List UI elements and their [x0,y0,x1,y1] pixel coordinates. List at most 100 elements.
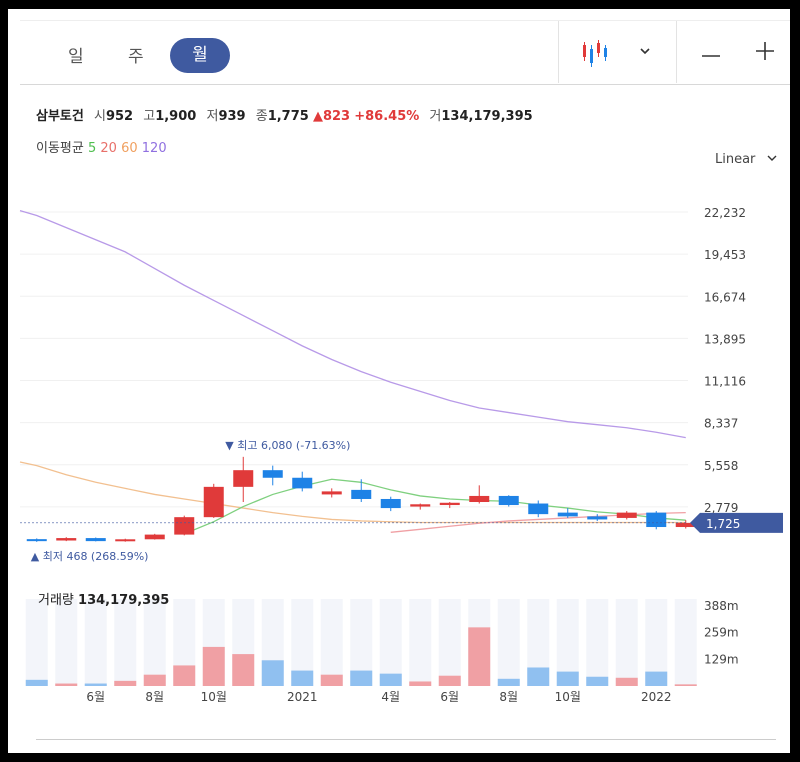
ma-60[interactable]: 60 [121,141,138,156]
volume-title: 거래량 [38,593,74,608]
current-price-badge [690,512,783,533]
volume-bg-column [350,599,373,686]
volume-bg-column [55,599,78,686]
ma-120[interactable]: 120 [141,141,167,156]
volume-bar [497,678,520,686]
open-label: 시 [93,109,106,124]
x-tick-label: 8월 [499,690,518,704]
scale-selector[interactable]: Linear [715,152,778,167]
change-value: ▲823 [312,109,351,124]
volume-bar [55,683,78,686]
chevron-down-icon[interactable] [638,43,652,57]
volume-label: 거 [429,109,442,124]
volume-bg-column [25,599,48,686]
stock-name: 삼부토건 [36,109,84,124]
high-label: 고 [143,109,156,124]
zoom-in-button[interactable] [754,40,776,62]
volume-bar [114,680,137,686]
volume-bar [379,673,402,686]
candle-body [587,516,608,520]
candle-body [292,477,313,489]
candle-body [144,534,165,540]
price-summary: 삼부토건 시952 고1,900 저939 종1,775 ▲823 +86.45… [36,105,533,124]
min-annotation: ▲ 최저 468 (268.59%) [31,550,149,563]
price-chart: 22,232 19,453 16,674 13,895 11,116 8,337 5,558… [19,206,783,704]
candle-body [675,522,696,528]
volume-bg-column [143,599,166,686]
volume-bg-column [438,599,461,686]
ma-20[interactable]: 20 [100,141,117,156]
volume-bg-column [615,599,638,686]
divider [36,739,776,740]
x-tick-label: 2021 [287,690,318,704]
ma-5[interactable]: 5 [87,141,97,156]
candle-body [528,503,549,515]
toolbar: 일 주 월 [20,20,790,85]
change-percent: +86.45% [354,109,420,124]
candle-body [203,486,224,518]
volume-bar [645,671,668,686]
ma-label: 이동평균 [36,141,84,156]
volume-bg-column [586,599,609,686]
candle-body [115,539,136,542]
close-label: 종 [255,109,268,124]
volume-bar [409,681,432,686]
zoom-out-button[interactable] [700,47,722,59]
candle-body [646,512,667,528]
volume-bar [261,660,284,686]
price-tick-label: 2,779 [704,501,738,515]
tab-week[interactable]: 주 [128,47,144,67]
price-tick-label: 16,674 [704,290,746,304]
volume-tick-label: 259m [704,626,739,640]
volume-value: 134,179,395 [441,109,533,124]
volume-bg-column [645,599,668,686]
price-tick-label: 13,895 [704,332,746,346]
tab-month[interactable]: 월 [170,38,230,73]
volume-bar [173,665,196,686]
tab-day[interactable]: 일 [68,47,84,67]
current-price-label: 1,725 [706,517,740,531]
volume-bg-column [527,599,550,686]
volume-bg-column [84,599,107,686]
candle-body [351,489,372,499]
ma120-line [19,210,686,439]
candle-body [26,539,47,542]
volume-bg-column [674,599,697,686]
low-value: 939 [218,109,246,124]
candlestick-icon[interactable] [580,39,610,69]
volume-bar [320,674,343,686]
candle-body [498,495,519,506]
volume-bg-column [556,599,579,686]
volume-bar [468,627,491,686]
x-tick-label: 10월 [201,690,227,704]
volume-bg-column [173,599,196,686]
price-tick-label: 19,453 [704,248,746,262]
volume-bg-column [379,599,402,686]
x-tick-label: 2022 [641,690,672,704]
candle-body [380,498,401,509]
candle-body [557,512,578,517]
volume-bg-column [320,599,343,686]
volume-bg-column [291,599,314,686]
open-value: 952 [105,109,134,124]
x-tick-label: 6월 [440,690,459,704]
candle-body [233,470,254,487]
volume-total: 134,179,395 [78,593,170,608]
x-tick-label: 6월 [86,690,105,704]
ma5-line [184,478,686,535]
volume-bar [143,674,166,686]
divider [558,21,559,83]
candle-body [262,470,283,478]
scale-label: Linear [715,152,756,167]
ma60-line [19,461,686,524]
volume-tick-label: 388m [704,599,739,613]
chevron-down-icon [767,155,777,161]
candle-body [439,502,460,506]
price-tick-label: 5,558 [704,459,738,473]
candle-body [56,538,77,541]
volume-bar [202,646,225,686]
candle-body [174,517,195,535]
volume-bg-column [114,599,137,686]
close-value: 1,775 [267,109,309,124]
candle-body [469,495,490,503]
